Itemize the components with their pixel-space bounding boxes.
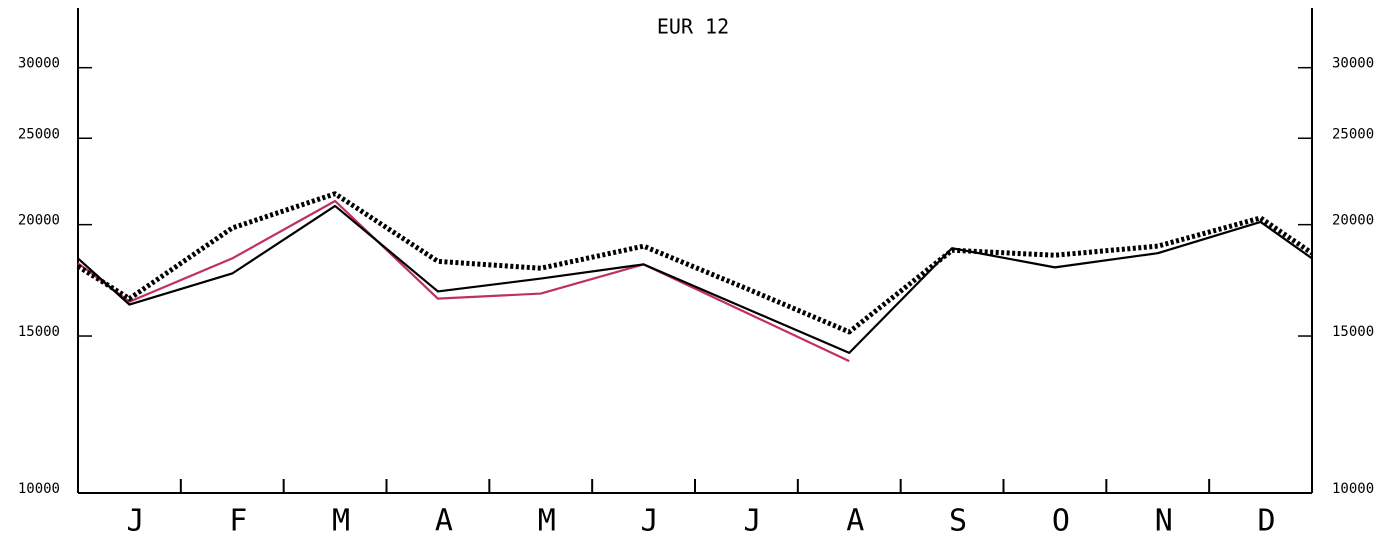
x-tick-label: F bbox=[229, 504, 247, 539]
x-tick-label: O bbox=[1052, 504, 1070, 539]
x-tick-label: J bbox=[126, 504, 144, 539]
x-tick-label: A bbox=[846, 504, 864, 539]
y-tick-label: 10000 bbox=[18, 481, 60, 497]
y2-tick-label: 20000 bbox=[1332, 213, 1374, 229]
y-tick-label: 25000 bbox=[18, 126, 60, 142]
y-tick-label: 15000 bbox=[18, 324, 60, 340]
y2-tick-label: 10000 bbox=[1332, 481, 1374, 497]
series-line bbox=[76, 191, 1314, 335]
x-tick-label: S bbox=[949, 504, 967, 539]
x-tick-label: M bbox=[538, 504, 556, 539]
y-tick-label: 20000 bbox=[18, 213, 60, 229]
y2-tick-label: 25000 bbox=[1332, 126, 1374, 142]
chart-title: EUR 12 bbox=[657, 15, 729, 39]
y2-tick-label: 30000 bbox=[1332, 56, 1374, 72]
x-tick-label: D bbox=[1258, 504, 1276, 539]
x-tick-label: J bbox=[641, 504, 659, 539]
x-tick-label: M bbox=[332, 504, 350, 539]
x-tick-label: N bbox=[1155, 504, 1173, 539]
series-line bbox=[77, 199, 850, 363]
series-line bbox=[77, 204, 1313, 355]
y-tick-label: 30000 bbox=[18, 56, 60, 72]
x-tick-label: A bbox=[435, 504, 453, 539]
y2-tick-label: 15000 bbox=[1332, 324, 1374, 340]
x-tick-label: J bbox=[743, 504, 761, 539]
